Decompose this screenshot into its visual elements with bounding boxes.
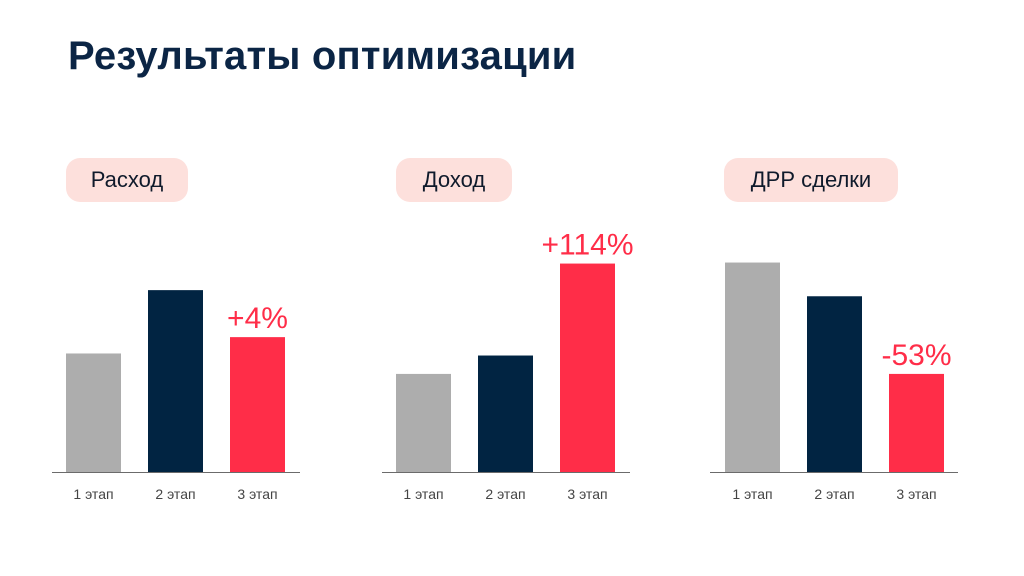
data-label-expense: +4% bbox=[227, 302, 288, 335]
tick-label-income-1: 1 этап bbox=[403, 486, 443, 502]
tick-label-drr-2: 2 этап bbox=[814, 486, 854, 502]
data-label-drr: -53% bbox=[881, 339, 951, 372]
bar-drr-1 bbox=[725, 262, 780, 472]
bar-drr-2 bbox=[807, 296, 862, 472]
bar-expense-2 bbox=[148, 290, 203, 472]
tick-label-drr-1: 1 этап bbox=[732, 486, 772, 502]
page-title: Результаты оптимизации bbox=[68, 34, 577, 78]
chart-title-income: Доход bbox=[396, 158, 512, 202]
tick-label-expense-3: 3 этап bbox=[237, 486, 277, 502]
bar-income-2 bbox=[478, 355, 533, 472]
chart-title-expense: Расход bbox=[66, 158, 188, 202]
bar-expense-3 bbox=[230, 337, 285, 472]
tick-label-drr-3: 3 этап bbox=[896, 486, 936, 502]
data-label-income: +114% bbox=[541, 229, 633, 262]
chart-title-drr: ДРР сделки bbox=[724, 158, 898, 202]
tick-label-income-2: 2 этап bbox=[485, 486, 525, 502]
bar-expense-1 bbox=[66, 353, 121, 472]
bar-income-1 bbox=[396, 373, 451, 472]
bar-income-3 bbox=[560, 263, 615, 472]
bar-drr-3 bbox=[889, 373, 944, 472]
tick-label-expense-2: 2 этап bbox=[155, 486, 195, 502]
tick-label-expense-1: 1 этап bbox=[73, 486, 113, 502]
tick-label-income-3: 3 этап bbox=[567, 486, 607, 502]
